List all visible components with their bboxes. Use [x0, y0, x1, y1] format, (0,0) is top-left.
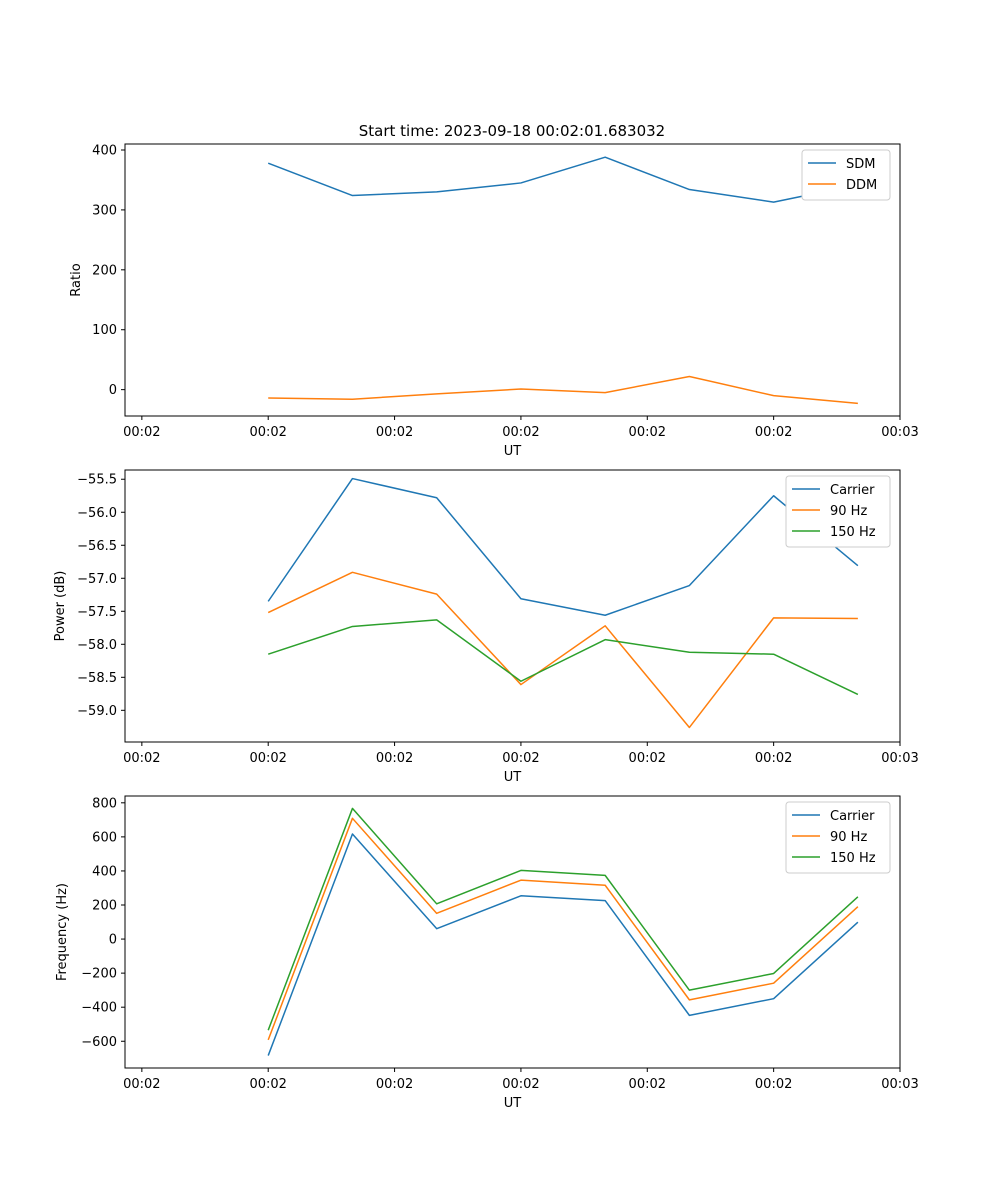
legend-label: 150 Hz	[830, 851, 876, 866]
series-line-sdm	[267, 156, 859, 203]
x-tick-label: 00:02	[123, 751, 160, 766]
series-line-carrier	[267, 477, 859, 616]
x-tick-label: 00:02	[249, 425, 286, 440]
x-tick-label: 00:03	[881, 751, 918, 766]
figure-title: Start time: 2023-09-18 00:02:01.683032	[359, 122, 665, 140]
x-tick-label: 00:02	[123, 425, 160, 440]
x-tick-label: 00:02	[502, 425, 539, 440]
panel-frequency: 00:02 00:02 00:02 00:02 00:02 00:02 00:03 −600 −…	[55, 795, 919, 1111]
series-line-ddm	[268, 375, 858, 405]
x-tick-label: 00:02	[249, 751, 286, 766]
y-tick-label: −57.5	[77, 605, 117, 620]
legend-label: 90 Hz	[830, 830, 867, 845]
legend-box	[785, 801, 891, 874]
series-line-90-hz	[267, 817, 859, 1041]
y-tick-label: −58.5	[77, 671, 117, 686]
series-line-90-hz	[267, 571, 858, 729]
axes-frame	[124, 143, 901, 417]
legend-box	[785, 475, 891, 548]
legend-label: DDM	[846, 178, 877, 193]
x-tick-label: 00:02	[629, 425, 666, 440]
y-tick-label: 0	[109, 383, 117, 398]
x-axis-label: UT	[504, 770, 522, 785]
y-tick-label: 400	[92, 143, 117, 158]
legend: Carrier 90 Hz 150 Hz	[785, 801, 891, 874]
x-tick-label: 00:02	[629, 1077, 666, 1092]
x-tick-label: 00:03	[881, 1077, 918, 1092]
panel-ratio: 00:02 00:02 00:02 00:02 00:02 00:02 00:03 0 100 2…	[69, 143, 919, 459]
legend-label: SDM	[846, 157, 875, 172]
x-tick-label: 00:02	[502, 1077, 539, 1092]
x-tick-label: 00:02	[629, 751, 666, 766]
x-tick-label: 00:02	[376, 1077, 413, 1092]
y-axis-label: Power (dB)	[53, 571, 68, 642]
legend-label: 90 Hz	[830, 504, 867, 519]
series-line-150-hz	[267, 619, 859, 696]
y-tick-label: 0	[109, 933, 117, 948]
y-axis-label: Frequency (Hz)	[55, 883, 70, 981]
y-tick-label: 600	[92, 830, 117, 845]
y-tick-label: 100	[92, 323, 117, 338]
y-tick-label: −58.0	[77, 638, 117, 653]
y-tick-label: 200	[92, 899, 117, 914]
series-line-150-hz	[267, 807, 859, 1031]
legend: SDM DDM	[801, 149, 891, 201]
x-tick-label: 00:02	[376, 751, 413, 766]
y-tick-label: 300	[92, 203, 117, 218]
x-tick-label: 00:02	[755, 425, 792, 440]
legend: Carrier 90 Hz 150 Hz	[785, 475, 891, 548]
x-tick-label: 00:02	[376, 425, 413, 440]
x-tick-label: 00:02	[502, 751, 539, 766]
axes-frame	[124, 469, 901, 743]
x-axis-label: UT	[504, 1096, 522, 1111]
x-tick-label: 00:03	[881, 425, 918, 440]
legend-label: 150 Hz	[830, 525, 876, 540]
y-axis-label: Ratio	[69, 263, 84, 296]
y-tick-label: −57.0	[77, 572, 117, 587]
x-tick-label: 00:02	[123, 1077, 160, 1092]
y-tick-label: −200	[81, 967, 117, 982]
y-tick-label: −56.5	[77, 539, 117, 554]
y-tick-label: −55.5	[77, 473, 117, 488]
y-tick-label: −59.0	[77, 704, 117, 719]
y-tick-label: −56.0	[77, 506, 117, 521]
axes-frame	[124, 795, 901, 1069]
x-axis-label: UT	[504, 444, 522, 459]
y-tick-label: 800	[92, 796, 117, 811]
series-line-carrier	[267, 833, 859, 1056]
y-tick-label: 400	[92, 864, 117, 879]
legend-label: Carrier	[830, 483, 875, 498]
legend-label: Carrier	[830, 809, 875, 824]
x-tick-label: 00:02	[755, 1077, 792, 1092]
panel-power: 00:02 00:02 00:02 00:02 00:02 00:02 00:03 −59.0…	[53, 469, 919, 785]
x-tick-label: 00:02	[755, 751, 792, 766]
y-tick-label: −400	[81, 1001, 117, 1016]
y-tick-label: 200	[92, 263, 117, 278]
x-tick-label: 00:02	[249, 1077, 286, 1092]
y-tick-label: −600	[81, 1035, 117, 1050]
